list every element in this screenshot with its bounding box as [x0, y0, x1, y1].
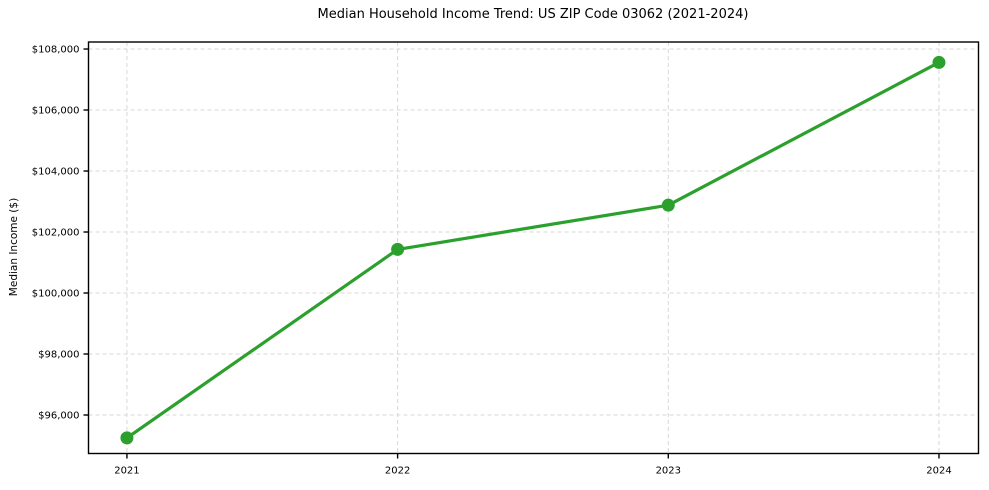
- y-tick-label: $106,000: [32, 106, 80, 117]
- trend-line: [125, 60, 941, 440]
- data-point-marker: [391, 242, 405, 256]
- y-tick-label: $100,000: [32, 289, 80, 300]
- plot-border: [87, 41, 980, 455]
- y-axis-label: Median Income ($): [8, 197, 20, 297]
- x-tick-label: 2021: [114, 466, 139, 477]
- data-point-marker: [932, 55, 946, 69]
- y-tick-label: $102,000: [32, 228, 80, 239]
- y-tick-label: $104,000: [32, 167, 80, 178]
- y-tick-label: $96,000: [38, 411, 79, 422]
- chart-title: Median Household Income Trend: US ZIP Co…: [317, 7, 749, 22]
- data-point-marker: [120, 431, 134, 445]
- y-tick-label: $98,000: [38, 350, 79, 361]
- x-tick-label: 2024: [926, 466, 951, 477]
- data-point-marker: [661, 198, 675, 212]
- x-tick-label: 2023: [656, 466, 681, 477]
- y-tick-label: $108,000: [32, 45, 80, 56]
- x-tick-label: 2022: [385, 466, 410, 477]
